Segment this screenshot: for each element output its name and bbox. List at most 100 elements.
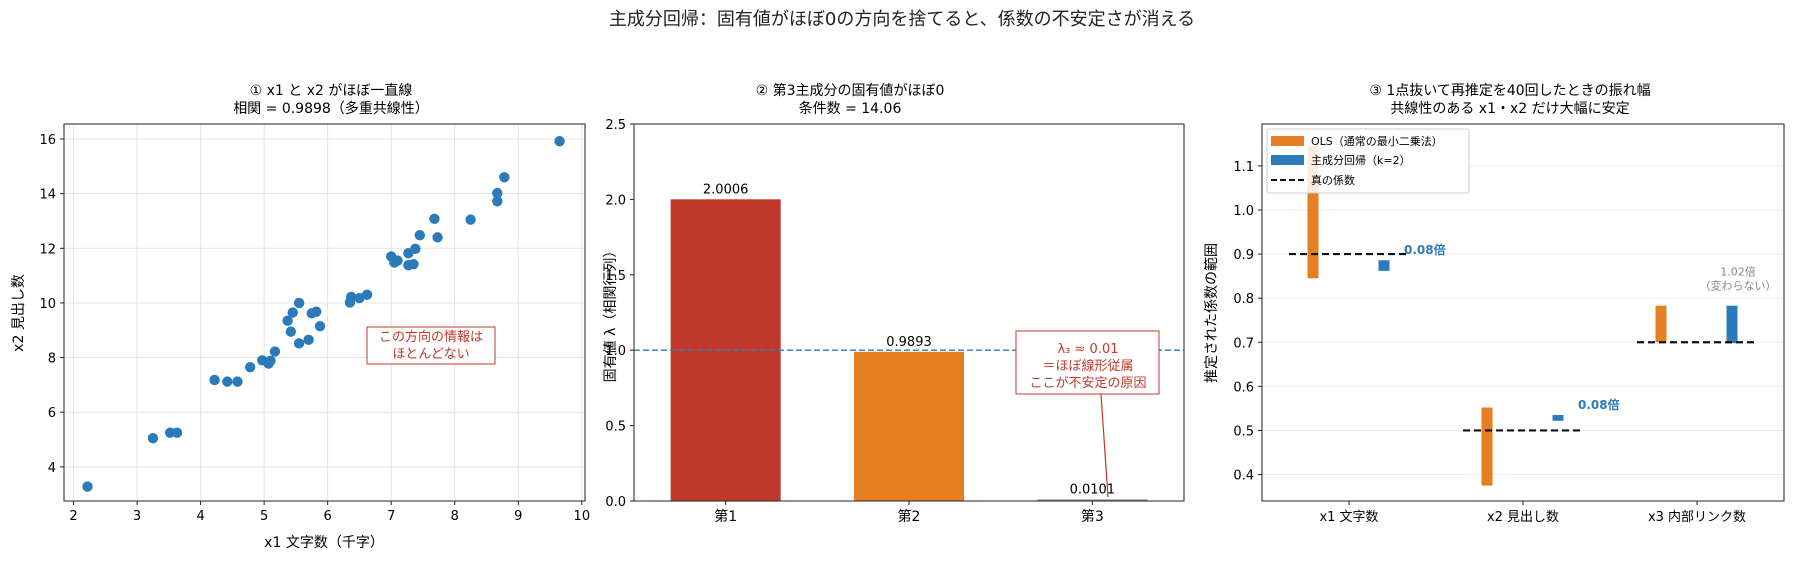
- coef-ytick-label: 0.4: [1233, 469, 1254, 484]
- coef-range-panel: ③ 1点抜いて再推定を40回したときの振れ幅 共線性のある x1・x2 だけ大幅…: [1203, 83, 1785, 525]
- eigen-value-label: 0.9893: [886, 335, 932, 350]
- eigen-subtitle: 条件数 = 14.06: [799, 100, 902, 117]
- coef-ytick-label: 0.8: [1233, 292, 1254, 307]
- scatter-point: [314, 320, 326, 332]
- scatter-point: [410, 243, 421, 255]
- coef-range-bar: [1307, 146, 1319, 279]
- coef-ratio-label: 1.02倍: [1720, 265, 1756, 279]
- eigen-annotation-arrow: [1100, 393, 1109, 498]
- eigen-ytick-label: 1.5: [605, 269, 626, 284]
- legend-box: [1266, 128, 1470, 194]
- scatter-ytick-label: 4: [48, 461, 56, 476]
- coef-range-bar: [1726, 305, 1738, 344]
- coef-ytick-label: 0.6: [1233, 380, 1254, 395]
- coef-subtitle: 共線性のある x1・x2 だけ大幅に安定: [1390, 101, 1629, 117]
- scatter-point: [465, 214, 476, 225]
- scatter-point: [392, 255, 403, 266]
- eigen-ytick-label: 1.0: [605, 344, 626, 359]
- scatter-ytick-label: 12: [39, 242, 56, 257]
- scatter-point: [432, 232, 443, 243]
- eigen-xtick-label: 第2: [898, 508, 921, 525]
- coef-title: ③ 1点抜いて再推定を40回したときの振れ幅: [1369, 83, 1650, 99]
- scatter-annotation-line1: この方向の情報は: [379, 329, 483, 345]
- scatter-points: [82, 136, 565, 492]
- coef-ylabel: 推定された係数の範囲: [1203, 243, 1220, 383]
- scatter-point: [554, 136, 565, 147]
- scatter-point: [345, 291, 357, 303]
- scatter-point: [293, 338, 305, 349]
- scatter-point: [171, 427, 183, 438]
- coef-ticks: 0.4 0.5 0.6 0.7 0.8 0.9 1.0 1.1 x1 文字数 x2 見出し数 x3 …: [1233, 160, 1746, 525]
- scatter-subtitle: 相関 = 0.9898（多重共線性）: [233, 100, 429, 117]
- coef-grid: [1262, 165, 1784, 476]
- coef-ratio-label: 0.08倍: [1404, 242, 1446, 257]
- coef-frame: [1261, 123, 1785, 502]
- eigen-annotation-line2: ＝ほぼ線形従属: [1042, 358, 1133, 374]
- scatter-panel: ① x1 と x2 がほぼ一直線 相関 = 0.9898（多重共線性） 2 3 4 5…: [11, 82, 590, 551]
- scatter-point: [429, 213, 440, 224]
- eigen-ytick-label: 2.0: [605, 193, 626, 208]
- eigen-value-labels: 2.0006 0.9893 0.0101: [703, 182, 1115, 497]
- scatter-ticks: 2 3 4 5 6 7 8 9 10 4 6 8 10 12 14 16: [39, 133, 590, 524]
- coef-ratio-label: 0.08倍: [1578, 397, 1620, 412]
- scatter-xtick-label: 4: [196, 509, 204, 524]
- coef-ytick-label: 1.1: [1233, 160, 1254, 175]
- scatter-xtick-label: 6: [324, 509, 332, 524]
- scatter-point: [408, 258, 419, 270]
- scatter-point: [282, 315, 293, 326]
- scatter-point: [361, 289, 373, 300]
- scatter-ylabel: x2 見出し数: [11, 274, 27, 352]
- eigen-title: ② 第3主成分の固有値がほぼ0: [756, 82, 945, 99]
- scatter-xtick-label: 10: [574, 509, 591, 524]
- legend-label-ols: OLS（通常の最小二乗法）: [1311, 134, 1443, 148]
- scatter-xtick-label: 2: [69, 509, 77, 524]
- eigen-frame: [633, 123, 1185, 502]
- eigen-annotation-line3: ここが不安定の原因: [1029, 376, 1146, 391]
- scatter-xtick-label: 7: [387, 509, 395, 524]
- legend-swatch-pcr: [1271, 155, 1304, 165]
- coef-ratio-labels: 0.08倍 0.08倍 1.02倍（変わらない）: [1404, 242, 1777, 412]
- eigen-value-label: 2.0006: [703, 182, 749, 197]
- coef-range-bar: [1552, 415, 1564, 421]
- scatter-ytick-label: 14: [39, 188, 56, 203]
- scatter-point: [414, 229, 426, 241]
- eigen-ytick-label: 0.0: [605, 495, 626, 510]
- scatter-point: [499, 172, 510, 183]
- eigen-ytick-label: 0.5: [605, 420, 626, 435]
- legend-label-pcr: 主成分回帰（k=2）: [1311, 154, 1411, 167]
- scatter-point: [492, 196, 503, 207]
- scatter-point: [285, 326, 297, 337]
- scatter-point: [147, 432, 159, 444]
- scatter-point: [209, 374, 220, 386]
- coef-true-lines: [1289, 252, 1757, 432]
- scatter-xtick-label: 8: [451, 509, 459, 524]
- coef-xtick-label: x3 内部リンク数: [1648, 509, 1746, 525]
- scatter-annotation-line2: ほとんどない: [392, 347, 469, 362]
- scatter-ytick-label: 16: [39, 133, 56, 148]
- figure-title: 主成分回帰：固有値がほぼ0の方向を捨てると、係数の不安定さが消える: [609, 9, 1195, 30]
- eigen-annotation-box: [1015, 330, 1160, 395]
- eigen-value-label: 0.0101: [1070, 482, 1116, 497]
- eigen-ytick-label: 2.5: [605, 118, 626, 133]
- coef-range-bars: [1307, 146, 1738, 486]
- coef-xtick-label: x2 見出し数: [1487, 510, 1559, 525]
- scatter-title: ① x1 と x2 がほぼ一直線: [250, 82, 413, 99]
- scatter-ytick-label: 10: [39, 297, 56, 312]
- scatter-xtick-label: 5: [260, 509, 268, 524]
- coef-ytick-label: 0.9: [1233, 248, 1254, 263]
- scatter-point: [244, 361, 256, 373]
- scatter-point: [303, 334, 314, 346]
- eigen-xtick-label: 第3: [1081, 508, 1104, 525]
- scatter-point: [232, 376, 243, 387]
- eigen-ticks: 0.0 0.5 1.0 1.5 2.0 2.5 第1 第2 第3: [605, 118, 1103, 525]
- legend-label-true: 真の係数: [1311, 173, 1355, 187]
- coef-range-bar: [1481, 407, 1493, 486]
- scatter-point: [269, 346, 281, 357]
- scatter-point: [82, 481, 93, 492]
- eigen-bar: [854, 351, 964, 501]
- scatter-frame: [63, 123, 586, 502]
- scatter-point: [287, 307, 298, 318]
- coef-ytick-label: 1.0: [1233, 204, 1254, 219]
- coef-range-bar: [1378, 260, 1390, 271]
